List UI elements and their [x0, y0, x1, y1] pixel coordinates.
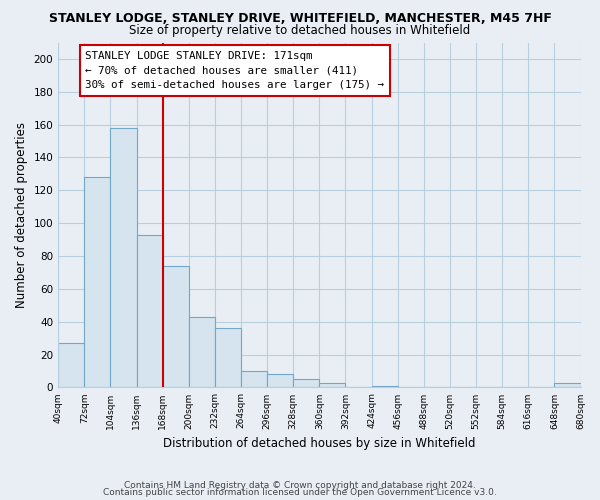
Text: Contains HM Land Registry data © Crown copyright and database right 2024.: Contains HM Land Registry data © Crown c… [124, 480, 476, 490]
Bar [137, 234, 163, 388]
Bar [110, 128, 137, 388]
X-axis label: Distribution of detached houses by size in Whitefield: Distribution of detached houses by size … [163, 437, 476, 450]
Bar [215, 328, 241, 388]
Bar [84, 177, 110, 388]
Bar [241, 371, 267, 388]
Bar [319, 382, 346, 388]
Text: STANLEY LODGE STANLEY DRIVE: 171sqm
← 70% of detached houses are smaller (411)
3: STANLEY LODGE STANLEY DRIVE: 171sqm ← 70… [85, 50, 384, 90]
Y-axis label: Number of detached properties: Number of detached properties [15, 122, 28, 308]
Bar [58, 343, 84, 388]
Text: STANLEY LODGE, STANLEY DRIVE, WHITEFIELD, MANCHESTER, M45 7HF: STANLEY LODGE, STANLEY DRIVE, WHITEFIELD… [49, 12, 551, 26]
Text: Size of property relative to detached houses in Whitefield: Size of property relative to detached ho… [130, 24, 470, 37]
Text: Contains public sector information licensed under the Open Government Licence v3: Contains public sector information licen… [103, 488, 497, 497]
Bar [163, 266, 189, 388]
Bar [267, 374, 293, 388]
Bar [554, 382, 581, 388]
Bar [189, 317, 215, 388]
Bar [293, 379, 319, 388]
Bar [371, 386, 398, 388]
